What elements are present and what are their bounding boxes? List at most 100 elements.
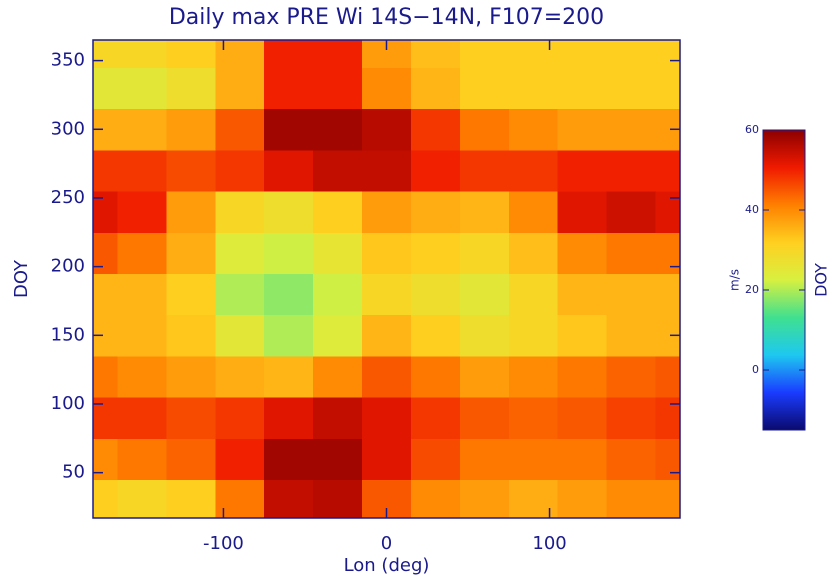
x-tick-label: 100 xyxy=(532,533,566,554)
heat-cell xyxy=(557,438,608,481)
heat-cell xyxy=(313,191,363,233)
heat-cell xyxy=(313,438,363,481)
heat-cell xyxy=(655,67,681,110)
heat-cell xyxy=(215,273,265,316)
heat-cell xyxy=(410,191,461,233)
heat-cell xyxy=(313,108,363,151)
heat-cell xyxy=(557,355,608,398)
heat-cell xyxy=(557,273,608,316)
y-tick-label: 200 xyxy=(51,256,85,277)
x-tick-label: 0 xyxy=(381,533,392,554)
heat-cell xyxy=(117,108,167,151)
heat-cell xyxy=(508,479,559,519)
heat-cell xyxy=(166,438,216,481)
heat-cell xyxy=(459,273,510,316)
heat-cell xyxy=(313,479,363,519)
heat-cell xyxy=(557,40,608,68)
heat-cell xyxy=(557,314,608,357)
heat-cell xyxy=(606,273,657,316)
heat-cell xyxy=(215,438,265,481)
heat-cell xyxy=(459,355,510,398)
heat-cell xyxy=(117,149,167,192)
heat-cell xyxy=(410,149,461,192)
heat-cell xyxy=(606,232,657,275)
heat-cell xyxy=(362,108,412,151)
heat-cell xyxy=(117,232,167,275)
colorbar-label: m/s xyxy=(728,269,742,291)
heat-cell xyxy=(93,232,118,275)
heat-cell xyxy=(508,273,559,316)
heat-cell xyxy=(459,479,510,519)
heat-cell xyxy=(117,314,167,357)
heat-cell xyxy=(215,108,265,151)
heat-cell xyxy=(459,438,510,481)
heat-cell xyxy=(508,67,559,110)
heat-cell xyxy=(264,149,314,192)
heat-cell xyxy=(410,438,461,481)
y-tick-label: 50 xyxy=(62,462,85,483)
heat-cell xyxy=(362,355,412,398)
heat-cell xyxy=(410,40,461,68)
heat-cell xyxy=(264,273,314,316)
heat-cell xyxy=(508,232,559,275)
heat-cell xyxy=(655,355,681,398)
heat-cell xyxy=(557,149,608,192)
heat-cell xyxy=(459,108,510,151)
heat-cell xyxy=(557,397,608,439)
heat-cell xyxy=(655,438,681,481)
heat-cell xyxy=(606,397,657,439)
heat-cell xyxy=(93,149,118,192)
heat-cell xyxy=(313,355,363,398)
heat-cell xyxy=(264,355,314,398)
y-tick-label: 300 xyxy=(51,118,85,139)
heat-cell xyxy=(166,67,216,110)
y-axis-label: DOY xyxy=(11,259,32,298)
heat-cell xyxy=(606,314,657,357)
heat-cell xyxy=(557,108,608,151)
heat-cell xyxy=(215,314,265,357)
heat-cell xyxy=(117,479,167,519)
heat-cell xyxy=(215,355,265,398)
heat-cell xyxy=(655,232,681,275)
heat-cell xyxy=(313,149,363,192)
heat-cell xyxy=(264,40,314,68)
heat-cell xyxy=(117,397,167,439)
heat-cell xyxy=(508,314,559,357)
heat-cell xyxy=(606,438,657,481)
heat-cell xyxy=(166,355,216,398)
heat-cell xyxy=(215,397,265,439)
heat-cell xyxy=(264,314,314,357)
colorbar xyxy=(762,129,806,431)
heat-cell xyxy=(410,355,461,398)
heat-cell xyxy=(313,232,363,275)
heat-cell xyxy=(313,314,363,357)
heat-cell xyxy=(93,67,118,110)
heat-cell xyxy=(508,397,559,439)
heat-cell xyxy=(166,40,216,68)
heat-cell xyxy=(557,232,608,275)
heat-cell xyxy=(313,40,363,68)
heat-cell xyxy=(410,273,461,316)
heat-cell xyxy=(264,108,314,151)
heat-cell xyxy=(606,149,657,192)
heat-cell xyxy=(264,67,314,110)
colorbar-tick-label: 0 xyxy=(752,363,759,376)
heat-cell xyxy=(362,314,412,357)
heat-cell xyxy=(410,314,461,357)
heat-cell xyxy=(313,67,363,110)
heat-cell xyxy=(166,273,216,316)
heat-cell xyxy=(459,397,510,439)
heat-cell xyxy=(215,232,265,275)
heat-cell xyxy=(459,314,510,357)
heat-cell xyxy=(410,232,461,275)
heat-cell xyxy=(264,191,314,233)
heat-cell xyxy=(557,191,608,233)
heat-cell xyxy=(117,438,167,481)
heat-cell xyxy=(557,479,608,519)
heat-cell xyxy=(362,149,412,192)
heat-cell xyxy=(264,438,314,481)
heat-cell xyxy=(362,397,412,439)
heat-cell xyxy=(508,355,559,398)
heat-cell xyxy=(606,40,657,68)
